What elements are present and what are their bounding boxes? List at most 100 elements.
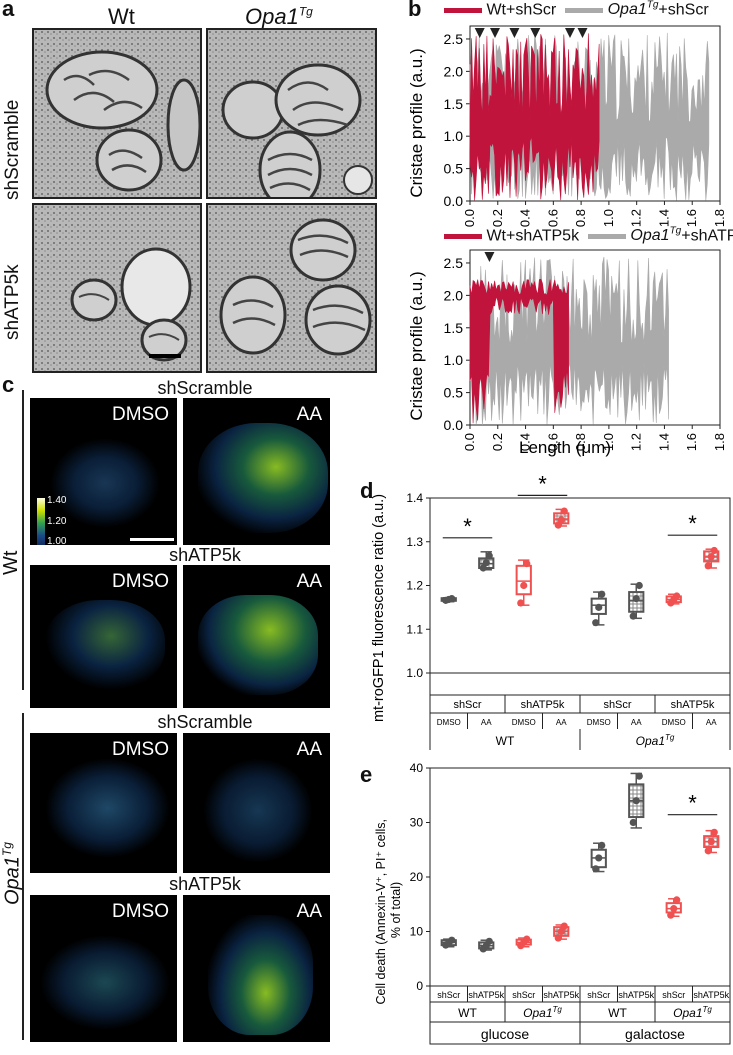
y-tick-label: 1.5 xyxy=(444,96,464,112)
arrowhead-marker xyxy=(474,28,485,38)
table-cell-treatment: AA xyxy=(556,718,567,727)
data-point xyxy=(485,552,493,560)
em-image-opa-shscramble xyxy=(206,28,377,199)
data-point xyxy=(523,935,531,943)
table-frame xyxy=(429,672,731,750)
data-point xyxy=(707,553,715,561)
colorbar-max: 1.40 xyxy=(47,495,67,506)
panel-a-col-opa-sup: Tg xyxy=(298,4,313,19)
x-tick-label: 1.0 xyxy=(601,433,616,451)
label-aa: AA xyxy=(296,739,322,760)
data-point xyxy=(592,619,600,627)
table-cell-genotype-base: WT xyxy=(608,1006,627,1020)
cristae-chart-bottom: 0.0 0.5 1.0 1.5 2.0 2.5 0.0 0.2 0.4 0.6 0.8 1.0 1.2 1… xyxy=(444,249,727,451)
scale-bar xyxy=(130,538,174,541)
x-tick-label: 0.8 xyxy=(573,209,588,227)
fluor-wt-shscr-aa: AA xyxy=(183,398,330,545)
d-plot-area: 1.0 1.1 1.2 1.3 1.4 * * * xyxy=(406,471,731,680)
table-cell-shrna: shATP5k xyxy=(693,990,729,1000)
y-tick-label: 20 xyxy=(410,870,424,884)
y-tick-label: 10 xyxy=(410,925,424,939)
group-line-wt xyxy=(22,390,24,690)
em-texture xyxy=(34,205,200,371)
data-point xyxy=(710,828,718,836)
y-tick-label: 2.5 xyxy=(444,255,464,271)
data-point xyxy=(482,559,490,567)
cell-signal xyxy=(198,595,318,695)
x-tick-label: 0.4 xyxy=(518,209,533,227)
panel-e-boxplot: Cell death (Annexin-V⁺, PI⁺ cells, % of … xyxy=(374,761,731,1045)
data-point xyxy=(629,818,637,827)
label-aa: AA xyxy=(296,571,322,592)
colorbar xyxy=(37,498,45,545)
data-point xyxy=(554,934,562,942)
fluor-opa-shatp5k-aa: AA xyxy=(183,895,330,1042)
panel-c-group-opa-sup: Tg xyxy=(0,842,14,857)
y-tick-label: 30 xyxy=(410,816,424,830)
y-tick-label: 1.0 xyxy=(444,352,464,368)
table-cell-shrna: shScr xyxy=(437,990,460,1000)
e-ylabel: Cell death (Annexin-V⁺, PI⁺ cells, % of … xyxy=(374,816,403,1005)
em-image-opa-shatp5k xyxy=(206,203,377,373)
data-point xyxy=(560,507,568,515)
data-point xyxy=(595,854,603,862)
e-ylabel-line2: % of total) xyxy=(389,882,403,938)
b-ylabel-bottom: Cristae profile (a.u.) xyxy=(407,271,426,420)
table-cell-shrna: shScr xyxy=(587,990,610,1000)
data-point xyxy=(673,592,681,600)
data-point xyxy=(635,772,643,780)
legend-top: Wt+shScr Opa1Tg+shScr xyxy=(444,0,709,19)
y-tick-label: 2.0 xyxy=(444,63,464,79)
x-tick-label: 0.0 xyxy=(462,433,477,451)
label-dmso: DMSO xyxy=(112,571,169,592)
table-cell-shrna: shATP5k xyxy=(521,699,565,711)
x-tick-label: 0.6 xyxy=(545,433,560,451)
series-wt-area xyxy=(469,33,600,201)
panel-b-letter: b xyxy=(408,0,422,21)
x-tick-label: 1.8 xyxy=(712,209,727,227)
y-tick-label: 1.3 xyxy=(406,535,423,549)
data-point xyxy=(554,521,562,529)
table-cell-genotype-sup: Tg xyxy=(703,1005,713,1014)
label-dmso: DMSO xyxy=(112,404,169,425)
table-cell-treatment: AA xyxy=(481,718,492,727)
arrowhead-marker xyxy=(565,28,575,38)
data-point xyxy=(629,612,637,620)
y-tick-label: 40 xyxy=(410,761,424,775)
panel-a-row-shatp5k: shATP5k xyxy=(2,264,23,340)
arrowhead-marker xyxy=(577,28,588,38)
legend-swatch-wt xyxy=(444,7,482,13)
data-point xyxy=(632,797,640,805)
panel-a-letter: a xyxy=(2,0,15,21)
x-tick-label: 0.2 xyxy=(490,433,505,451)
data-point xyxy=(598,841,606,849)
y-tick-label: 1.4 xyxy=(406,491,423,505)
e-ylabel-line1: Cell death (Annexin-V⁺, PI⁺ cells, xyxy=(374,819,388,1005)
y-tick-label: 2.0 xyxy=(444,287,464,303)
fluor-opa-shscr-aa: AA xyxy=(183,733,330,873)
cell-signal xyxy=(40,935,170,1030)
data-point xyxy=(479,564,487,572)
data-point xyxy=(670,905,678,913)
fluor-wt-shscr-dmso: DMSO 1.40 1.20 1.00 xyxy=(30,398,177,545)
panel-e-letter: e xyxy=(360,762,373,787)
data-point xyxy=(704,562,712,570)
x-tick-label: 0.8 xyxy=(573,433,588,451)
table-cell-treatment: DMSO xyxy=(662,718,686,727)
label-aa: AA xyxy=(296,901,322,922)
x-tick-label: 1.2 xyxy=(629,433,644,451)
panel-c-letter: c xyxy=(2,372,15,397)
y-tick-label: 0.0 xyxy=(444,193,464,209)
legend-swatch-wt xyxy=(444,233,482,239)
b-ylabel-top: Cristae profile (a.u.) xyxy=(407,48,426,197)
panel-c-title-3: shScramble xyxy=(157,712,253,732)
x-tick-label: 0.0 xyxy=(462,209,477,227)
table-cell-genotype: Opa1Tg xyxy=(636,733,675,748)
table-cell-treatment: AA xyxy=(631,718,642,727)
data-point xyxy=(557,516,565,524)
colorbar-min: 1.00 xyxy=(47,536,67,545)
legend-bottom-opa-base: Opa1 xyxy=(630,227,670,245)
table-cell-genotype: Opa1Tg xyxy=(523,1005,562,1020)
table-cell-genotype: WT xyxy=(458,1006,477,1020)
